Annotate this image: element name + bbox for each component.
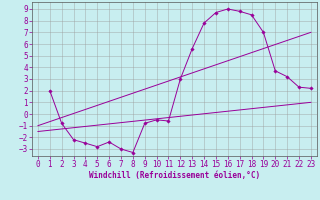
X-axis label: Windchill (Refroidissement éolien,°C): Windchill (Refroidissement éolien,°C) (89, 171, 260, 180)
